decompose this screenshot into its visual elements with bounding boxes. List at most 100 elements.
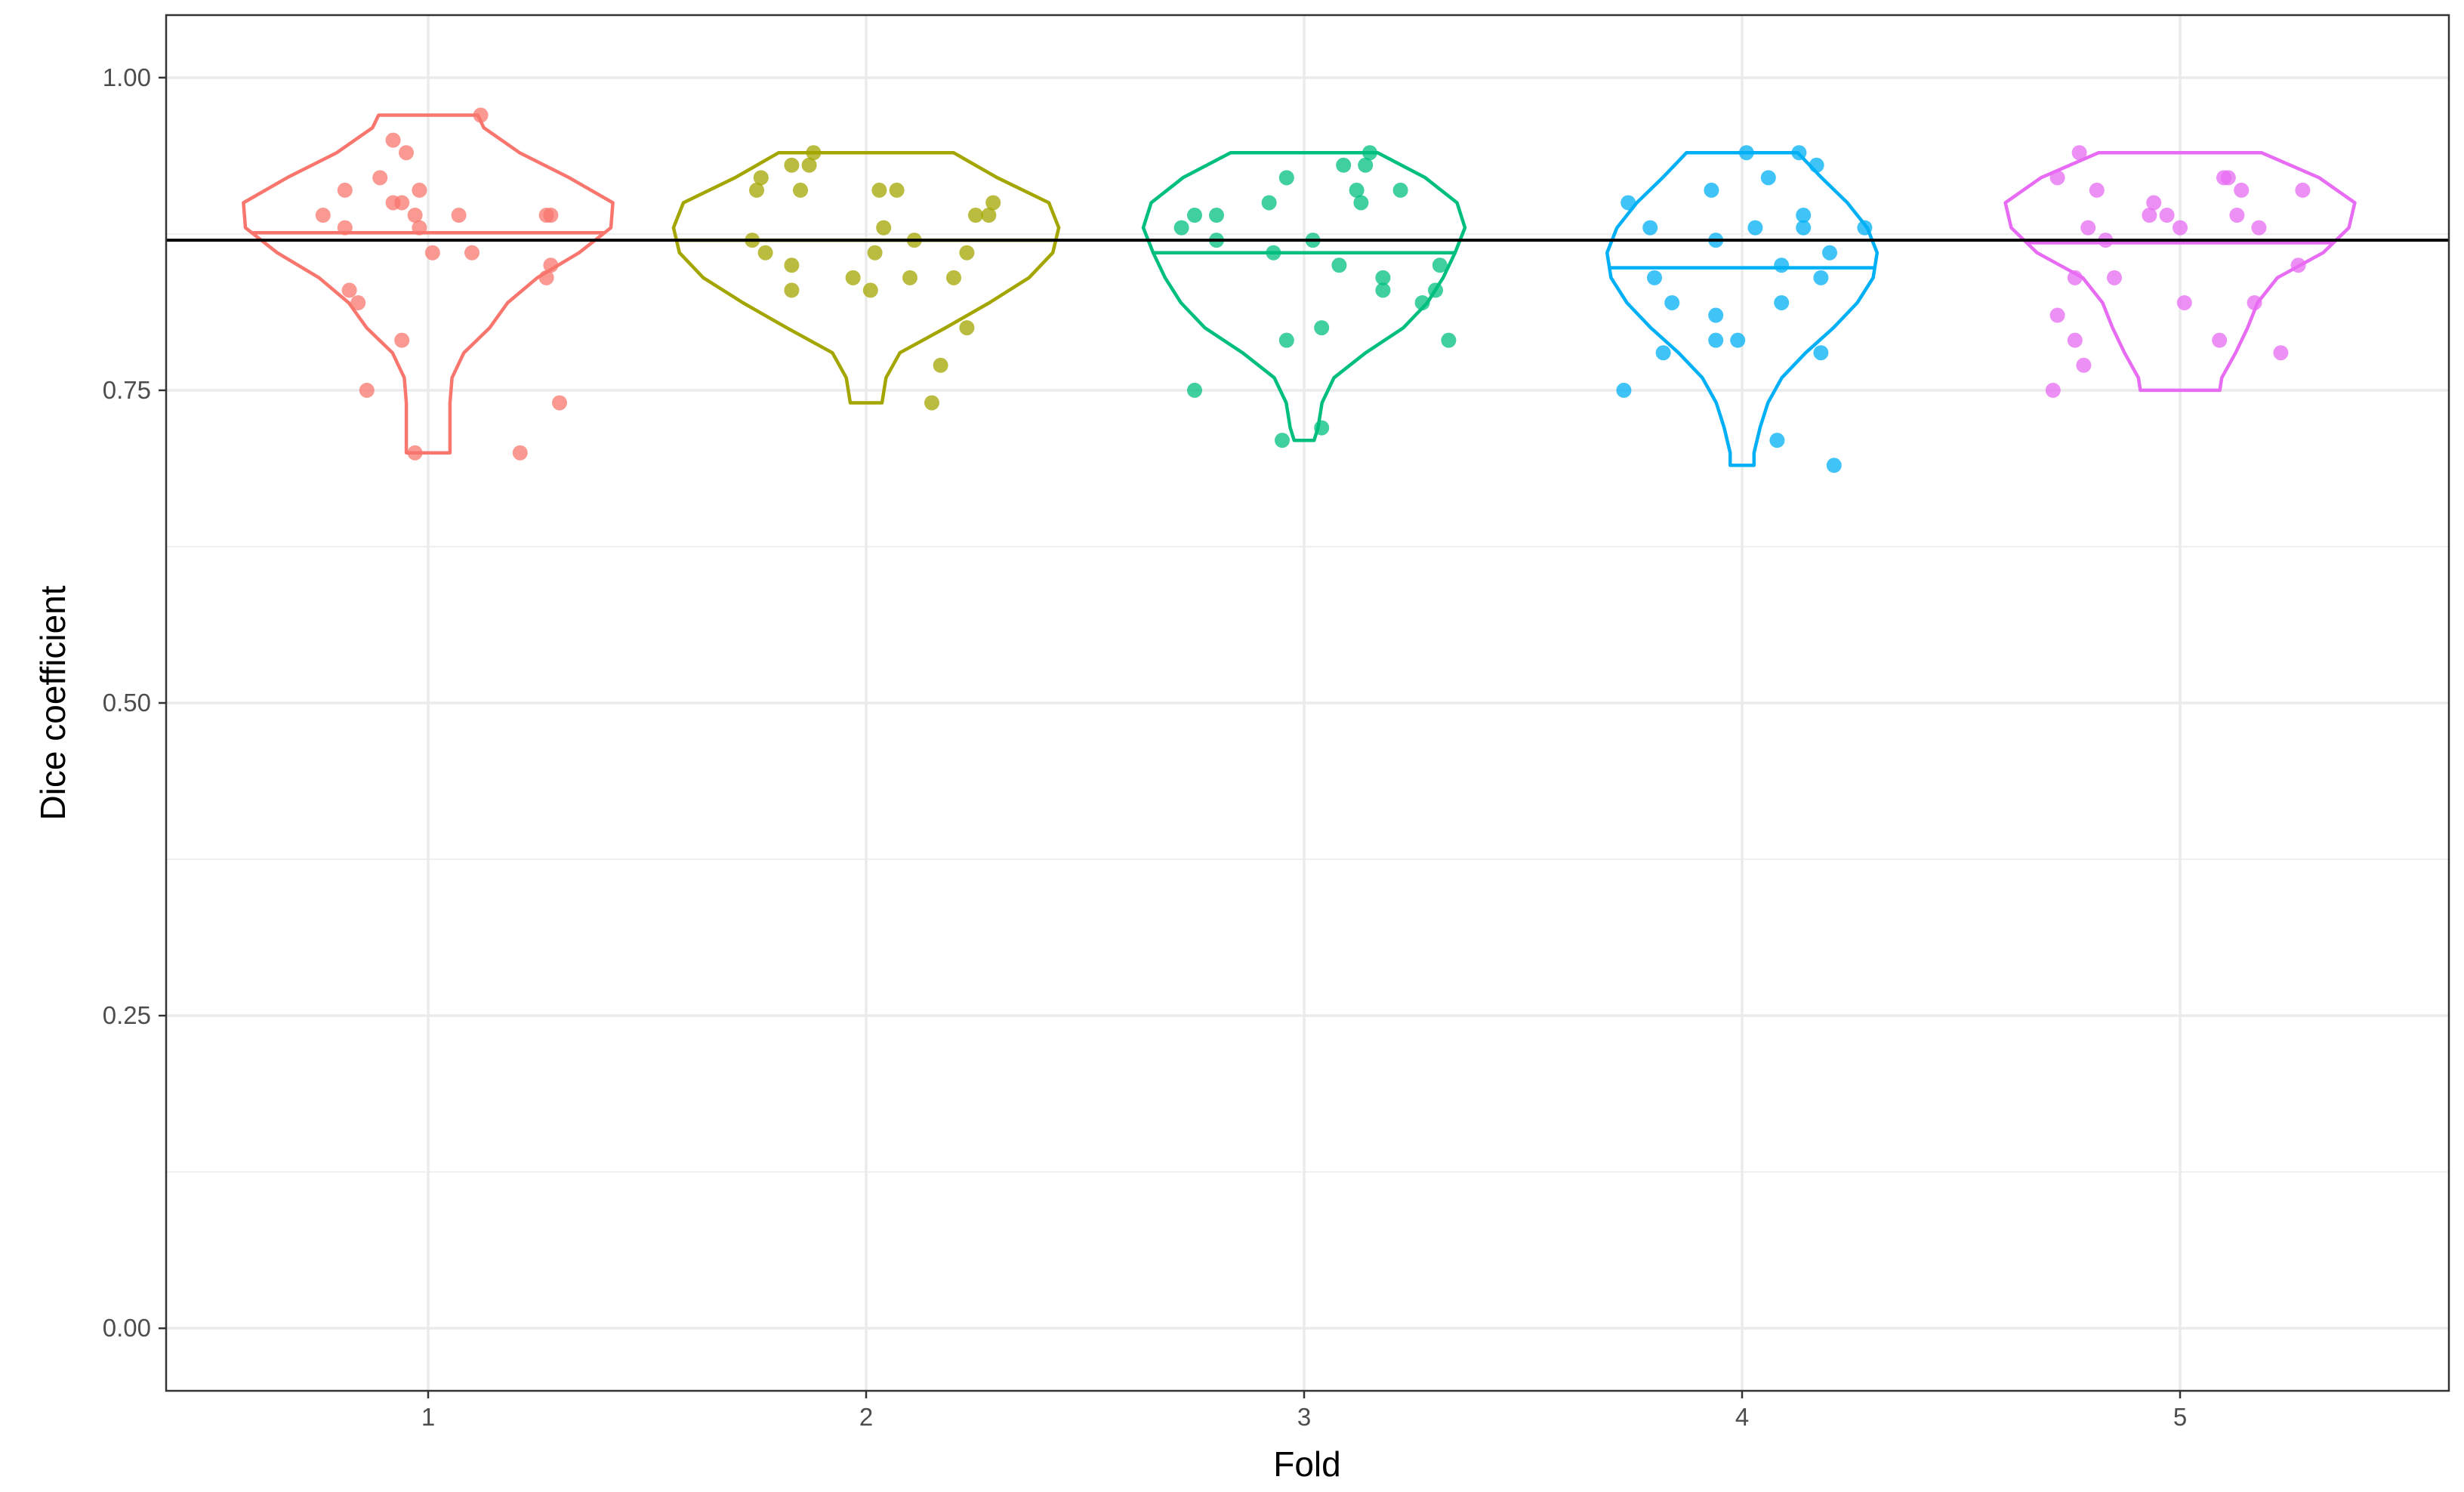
- y-tick-label: 0.00: [103, 1314, 151, 1342]
- data-point-fold-2: [753, 170, 769, 186]
- data-point-fold-1: [315, 208, 331, 223]
- data-point-fold-1: [337, 220, 353, 236]
- violin-fold-4: [1605, 150, 1880, 467]
- data-point-fold-1: [412, 182, 427, 198]
- data-point-fold-5: [2212, 332, 2228, 348]
- data-point-fold-2: [845, 270, 861, 285]
- data-point-fold-5: [2107, 270, 2122, 285]
- data-point-fold-5: [2229, 208, 2245, 223]
- data-point-fold-5: [2290, 257, 2306, 273]
- data-point-fold-5: [2173, 220, 2188, 236]
- data-point-fold-2: [801, 157, 817, 173]
- data-point-fold-2: [749, 182, 764, 198]
- data-point-fold-4: [1822, 245, 1837, 260]
- data-point-fold-4: [1708, 307, 1724, 323]
- data-point-fold-3: [1392, 182, 1408, 198]
- data-point-fold-4: [1809, 157, 1824, 173]
- data-point-fold-1: [359, 382, 375, 398]
- data-point-fold-5: [2146, 195, 2162, 211]
- data-point-fold-2: [924, 395, 939, 411]
- data-point-fold-3: [1375, 282, 1391, 298]
- data-point-fold-5: [2080, 220, 2096, 236]
- violin-fold-3: [1141, 150, 1467, 442]
- data-point-fold-5: [2089, 182, 2105, 198]
- data-point-fold-1: [399, 145, 414, 161]
- data-point-fold-3: [1187, 382, 1202, 398]
- data-point-fold-5: [2049, 307, 2065, 323]
- data-point-fold-4: [1738, 145, 1754, 161]
- data-point-fold-3: [1314, 320, 1330, 336]
- violin-fold-5: [2003, 150, 2357, 393]
- data-point-fold-3: [1428, 282, 1443, 298]
- data-point-fold-2: [889, 182, 905, 198]
- data-point-fold-4: [1791, 145, 1807, 161]
- data-point-fold-4: [1616, 382, 1632, 398]
- data-point-fold-3: [1314, 420, 1330, 436]
- data-point-fold-1: [451, 208, 467, 223]
- data-point-fold-3: [1375, 270, 1391, 285]
- data-point-fold-5: [2071, 145, 2087, 161]
- x-tick-label: 2: [859, 1403, 873, 1431]
- data-point-fold-4: [1747, 220, 1763, 236]
- data-point-fold-3: [1336, 157, 1352, 173]
- data-point-fold-1: [473, 107, 489, 123]
- data-point-fold-4: [1769, 433, 1785, 449]
- data-points: [315, 107, 2311, 473]
- data-point-fold-4: [1647, 270, 1662, 285]
- data-point-fold-4: [1857, 220, 1873, 236]
- data-point-fold-2: [784, 282, 800, 298]
- data-point-fold-2: [757, 245, 773, 260]
- data-point-fold-1: [372, 170, 388, 186]
- data-point-fold-1: [407, 445, 423, 461]
- data-point-fold-3: [1266, 245, 1281, 260]
- data-point-fold-5: [2295, 182, 2311, 198]
- data-point-fold-5: [2251, 220, 2267, 236]
- data-point-fold-5: [2049, 170, 2065, 186]
- data-point-fold-3: [1261, 195, 1277, 211]
- data-point-fold-1: [341, 282, 357, 298]
- data-point-fold-2: [968, 208, 983, 223]
- data-point-fold-3: [1362, 145, 1377, 161]
- data-point-fold-1: [394, 332, 410, 348]
- data-point-fold-4: [1760, 170, 1776, 186]
- data-point-fold-1: [538, 270, 554, 285]
- data-point-fold-1: [512, 445, 528, 461]
- data-point-fold-2: [902, 270, 917, 285]
- data-point-fold-2: [784, 157, 800, 173]
- data-point-fold-5: [2220, 170, 2236, 186]
- data-point-fold-3: [1331, 257, 1347, 273]
- data-point-fold-4: [1621, 195, 1636, 211]
- data-point-fold-4: [1642, 220, 1658, 236]
- data-point-fold-3: [1358, 157, 1374, 173]
- x-tick-label: 5: [2173, 1403, 2187, 1431]
- data-point-fold-3: [1173, 220, 1189, 236]
- data-point-fold-4: [1796, 208, 1812, 223]
- x-tick-label: 1: [421, 1403, 435, 1431]
- data-point-fold-4: [1796, 220, 1812, 236]
- data-point-fold-1: [543, 208, 559, 223]
- data-point-fold-2: [793, 182, 808, 198]
- y-axis-title: Dice coefficient: [33, 585, 72, 820]
- data-point-fold-2: [985, 195, 1001, 211]
- data-point-fold-5: [2247, 294, 2262, 310]
- data-point-fold-1: [394, 195, 410, 211]
- data-point-fold-3: [1432, 257, 1448, 273]
- data-point-fold-4: [1655, 345, 1671, 361]
- data-point-fold-2: [959, 320, 975, 336]
- data-point-fold-1: [412, 220, 427, 236]
- data-point-fold-4: [1704, 182, 1719, 198]
- y-tick-label: 0.25: [103, 1001, 151, 1029]
- data-point-fold-3: [1278, 170, 1294, 186]
- y-tick-label: 0.50: [103, 689, 151, 717]
- data-point-fold-1: [464, 245, 480, 260]
- data-point-fold-1: [424, 245, 440, 260]
- axes: 0.00 0.25 0.50 0.75 1.00 1 2 3 4 5: [103, 63, 2187, 1431]
- data-point-fold-4: [1708, 332, 1724, 348]
- data-point-fold-4: [1774, 257, 1790, 273]
- data-point-fold-1: [543, 257, 559, 273]
- data-point-fold-4: [1774, 294, 1790, 310]
- data-point-fold-1: [350, 294, 366, 310]
- data-point-fold-4: [1664, 294, 1680, 310]
- data-point-fold-1: [407, 208, 423, 223]
- data-point-fold-5: [2045, 382, 2061, 398]
